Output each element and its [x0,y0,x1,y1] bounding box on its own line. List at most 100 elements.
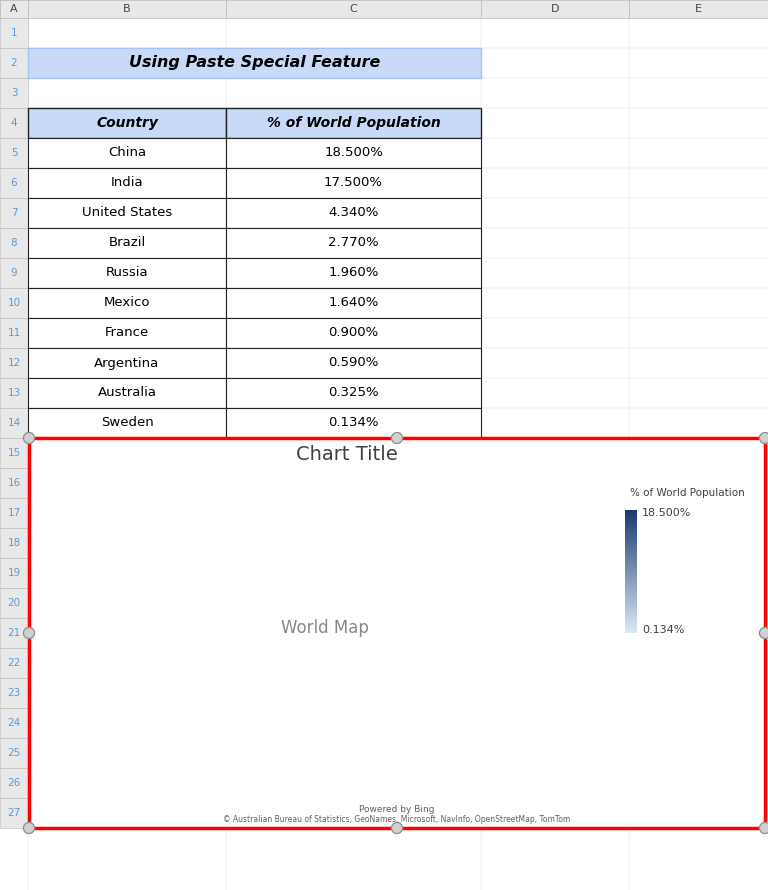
Bar [0,288,28,318]
Text: 0.134%: 0.134% [642,625,684,635]
Bar [481,0,629,18]
Text: A: A [10,4,18,14]
Text: Sweden: Sweden [101,417,154,430]
Text: 3: 3 [11,88,18,98]
Text: France: France [105,327,149,339]
Bar [226,108,481,138]
Bar [28,378,226,408]
Bar [0,408,28,438]
Bar [0,708,28,738]
Bar [28,108,226,138]
Text: C: C [349,4,357,14]
Text: 15: 15 [8,448,21,458]
Text: 25: 25 [8,748,21,758]
Bar [226,408,481,438]
Bar [28,48,481,78]
Text: India: India [111,176,144,190]
Text: 10: 10 [8,298,21,308]
Circle shape [24,433,35,443]
Text: 26: 26 [8,778,21,788]
Bar [226,258,481,288]
Bar [0,138,28,168]
Text: 9: 9 [11,268,18,278]
Text: D: D [551,4,559,14]
Bar [629,0,768,18]
Circle shape [24,822,35,834]
Circle shape [760,822,768,834]
Text: 0.900%: 0.900% [329,327,379,339]
Text: 23: 23 [8,688,21,698]
Text: 24: 24 [8,718,21,728]
Text: B: B [123,4,131,14]
Text: 19: 19 [8,568,21,578]
Text: 5: 5 [11,148,18,158]
Bar [226,288,481,318]
Text: 4: 4 [11,118,18,128]
Bar [28,168,226,198]
Text: China: China [108,147,146,159]
Bar [0,348,28,378]
Bar [0,438,28,468]
Bar [0,558,28,588]
Bar [226,198,481,228]
Text: 16: 16 [8,478,21,488]
Bar [226,138,481,168]
Bar [0,48,28,78]
Text: Powered by Bing: Powered by Bing [359,805,435,814]
Bar [226,378,481,408]
Text: 0.134%: 0.134% [328,417,379,430]
Bar [0,528,28,558]
Bar [28,258,226,288]
Bar [0,18,28,48]
Circle shape [392,822,402,834]
Text: 8: 8 [11,238,18,248]
Text: 2: 2 [11,58,18,68]
Bar [0,648,28,678]
Bar [0,318,28,348]
Circle shape [392,433,402,443]
Bar [28,288,226,318]
Text: 6: 6 [11,178,18,188]
Text: 1: 1 [11,28,18,38]
Bar [0,588,28,618]
Text: © Australian Bureau of Statistics, GeoNames, Microsoft, NavInfo, OpenStreetMap, : © Australian Bureau of Statistics, GeoNa… [223,815,571,824]
Text: 13: 13 [8,388,21,398]
Bar [0,78,28,108]
Text: 18.500%: 18.500% [642,508,691,518]
Text: 17.500%: 17.500% [324,176,383,190]
Circle shape [24,627,35,638]
Text: 0.590%: 0.590% [328,357,379,369]
Circle shape [760,627,768,638]
Text: Using Paste Special Feature: Using Paste Special Feature [129,55,380,70]
Bar [0,168,28,198]
Text: 17: 17 [8,508,21,518]
Bar [28,408,226,438]
Text: 11: 11 [8,328,21,338]
Text: Argentina: Argentina [94,357,160,369]
Bar [0,468,28,498]
Text: 21: 21 [8,628,21,638]
Text: Chart Title: Chart Title [296,444,398,464]
Text: Country: Country [96,116,158,130]
Bar [0,378,28,408]
Text: 1.640%: 1.640% [328,296,379,310]
Bar [226,228,481,258]
Bar [0,258,28,288]
Bar [0,738,28,768]
Bar [28,0,226,18]
Bar [29,438,765,828]
Text: % of World Population: % of World Population [266,116,440,130]
Bar [226,318,481,348]
Bar [0,0,28,18]
Bar [0,0,768,18]
Text: 2.770%: 2.770% [328,237,379,249]
Bar [0,498,28,528]
Bar [0,678,28,708]
Bar [0,108,28,138]
Bar [28,348,226,378]
Bar [28,318,226,348]
Bar [226,348,481,378]
Bar [226,0,481,18]
Text: 7: 7 [11,208,18,218]
Text: 4.340%: 4.340% [328,206,379,220]
